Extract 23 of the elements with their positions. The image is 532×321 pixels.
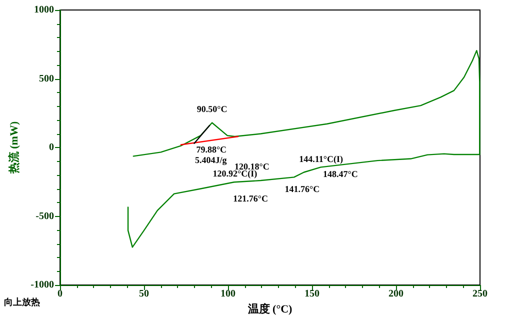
y-tick-label: -500 xyxy=(36,210,54,222)
x-tick-label: 250 xyxy=(472,288,488,300)
x-tick-label: 150 xyxy=(304,288,320,300)
annotation: 120.18°C xyxy=(234,162,270,172)
x-tick-label: 100 xyxy=(220,288,236,300)
y-tick-label: 1000 xyxy=(34,4,54,16)
annotation: 141.76°C xyxy=(284,184,320,194)
annotation: 144.11°C(I) xyxy=(299,154,344,164)
text: 向上放热 xyxy=(4,297,40,307)
annotation: 148.47°C xyxy=(323,168,358,179)
x-tick-label: 50 xyxy=(139,288,149,300)
annotation: 5.404J/g xyxy=(195,155,228,165)
annotation: 79.88°C xyxy=(196,144,227,154)
x-tick-label: 0 xyxy=(58,288,62,300)
annotation: 90.50°C xyxy=(196,104,228,114)
y-tick-label: -1000 xyxy=(30,280,54,290)
y-tick-label: 500 xyxy=(39,73,54,84)
annotation: 120.92°C(I) xyxy=(212,168,258,178)
x-axis-title: 温度 (°C) xyxy=(246,302,293,316)
y-tick-label: 0 xyxy=(49,142,54,153)
y-axis-title: 热流 (mW) xyxy=(7,121,20,175)
annotation: 121.76°C xyxy=(233,194,268,204)
x-tick-label: 200 xyxy=(388,288,404,300)
